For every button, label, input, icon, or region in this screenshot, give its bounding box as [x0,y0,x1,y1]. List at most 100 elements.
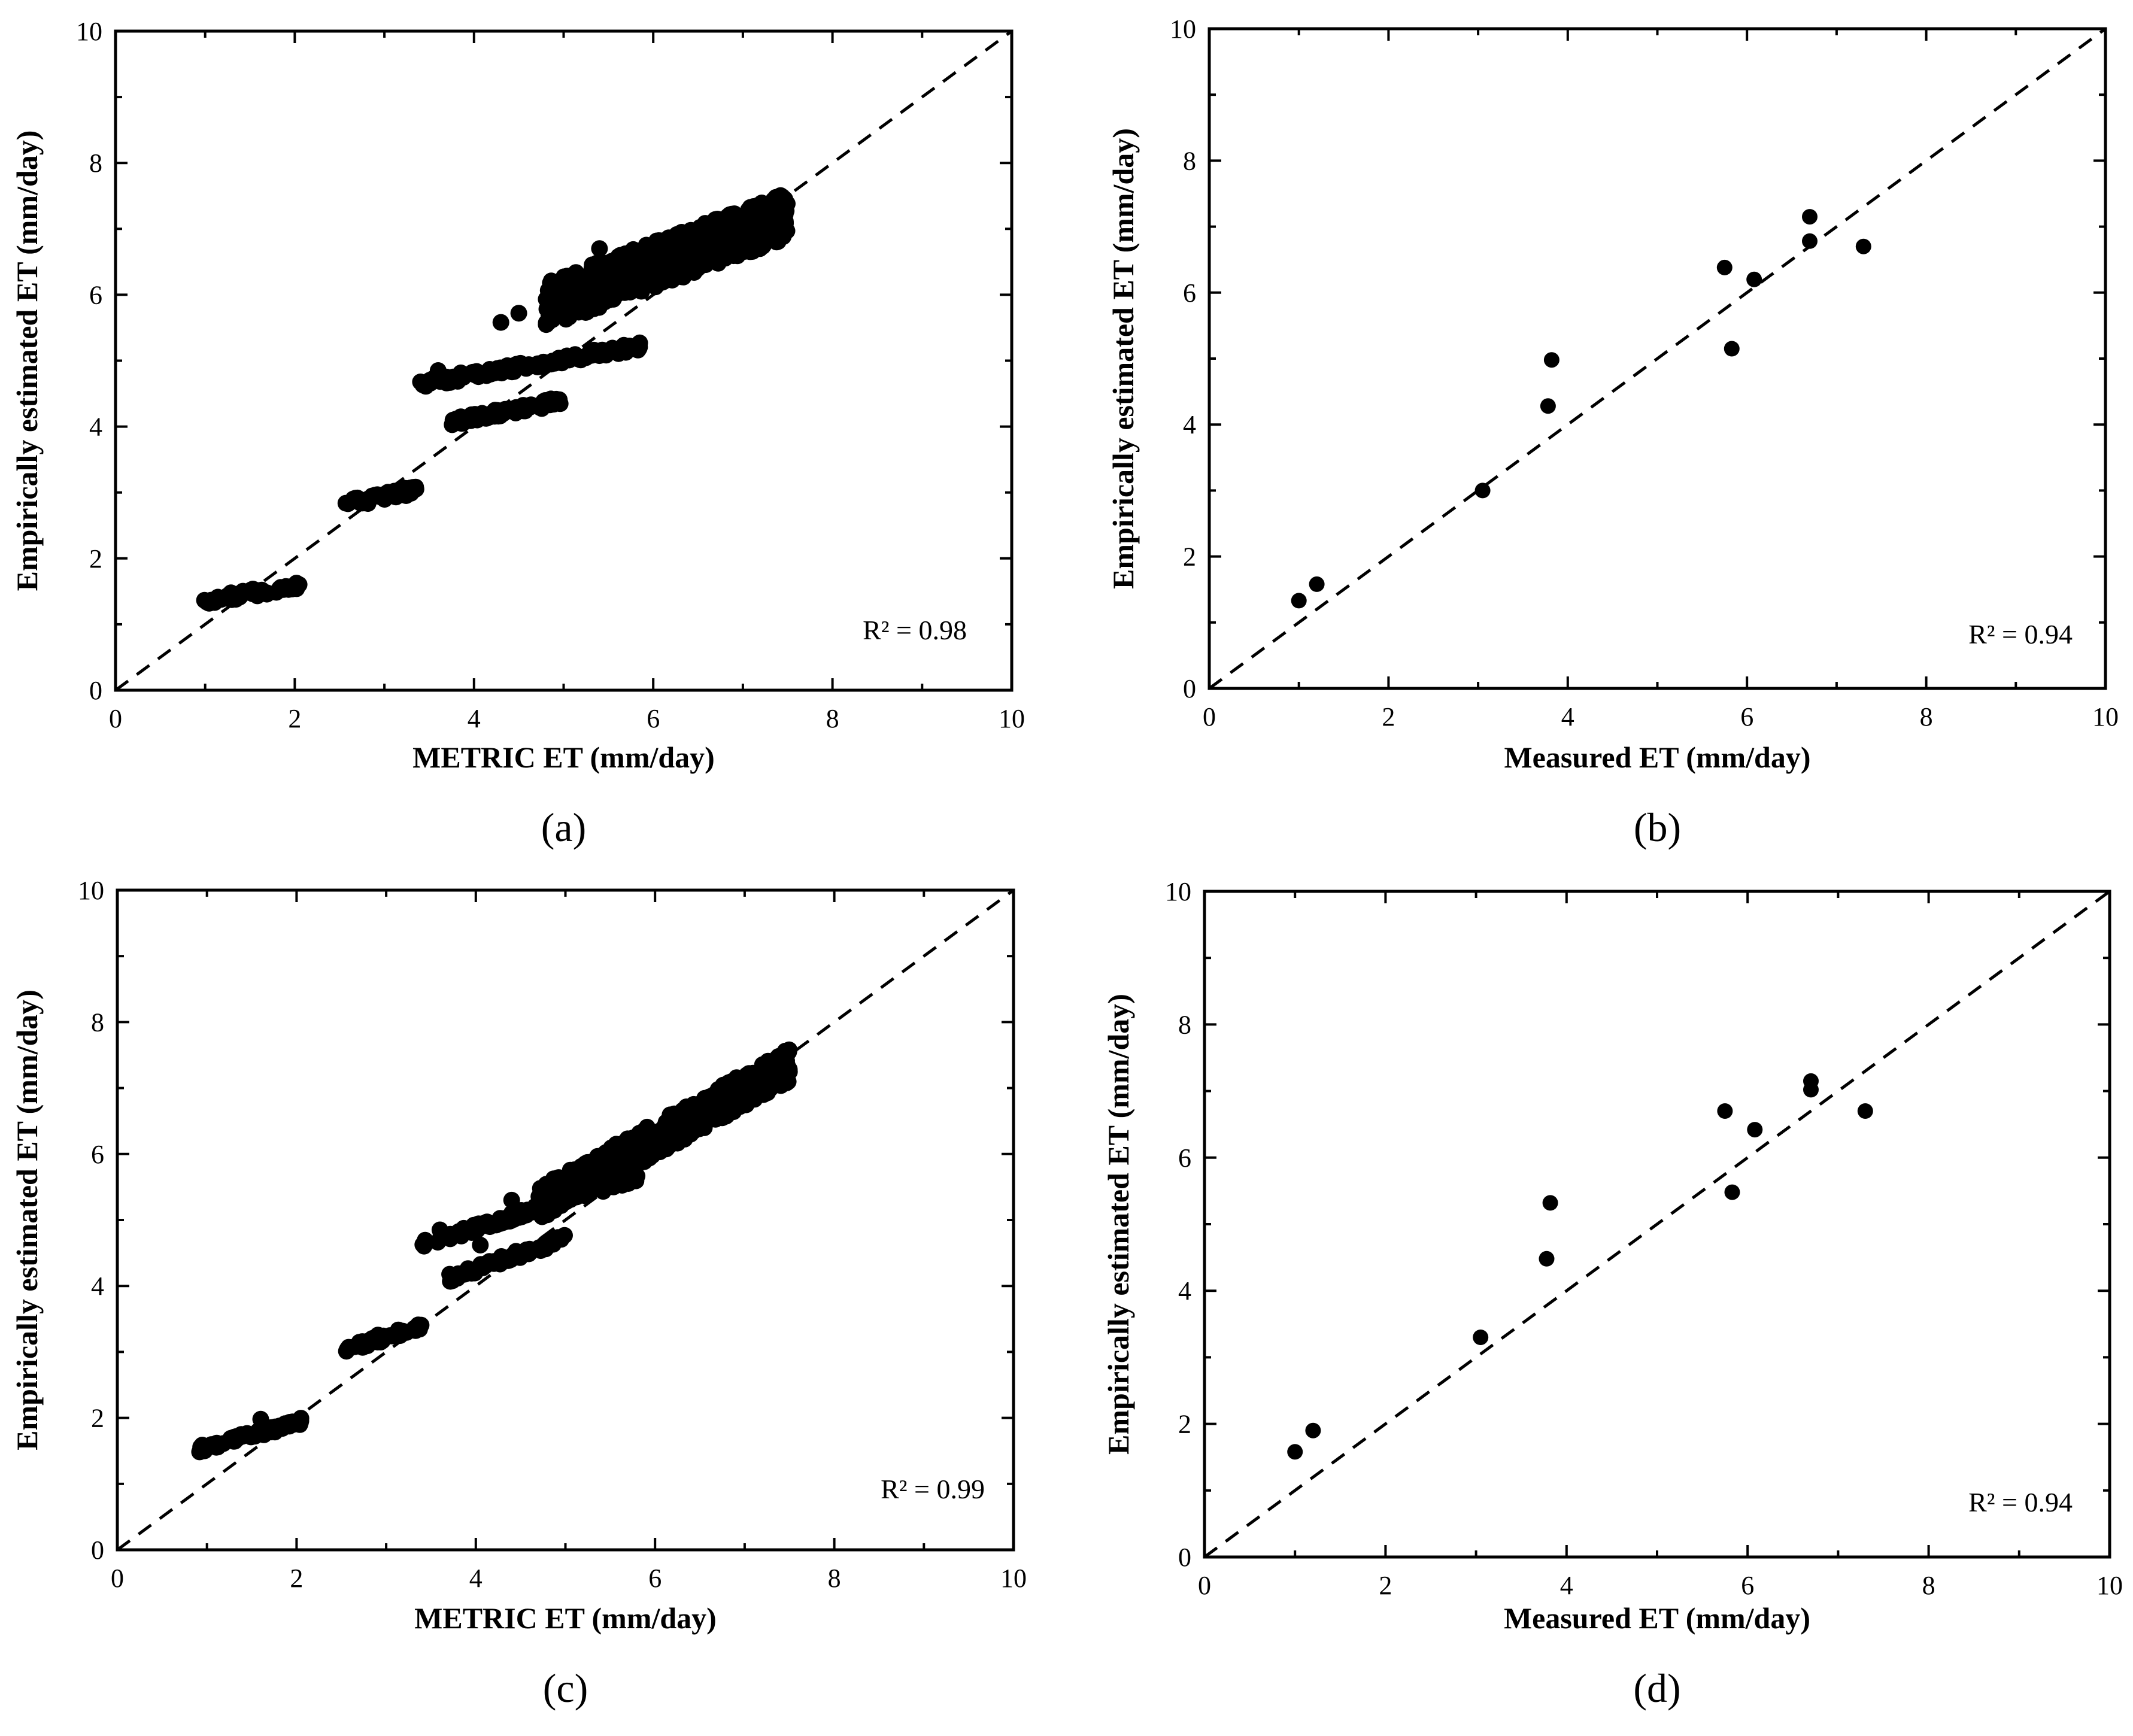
data-point [612,1164,629,1182]
data-point [1287,1444,1303,1460]
data-point [572,299,589,316]
data-point [1291,593,1307,609]
point-cluster-1 [191,1410,310,1461]
r-squared-label: R² = 0.94 [1968,619,2073,650]
data-point [226,1428,243,1446]
y-tick-label: 2 [91,1404,104,1433]
data-point [1540,398,1556,414]
point-cluster-5 [538,187,796,333]
data-point [648,248,665,265]
y-tick-label: 2 [1178,1410,1191,1439]
x-tick-label: 4 [1561,702,1574,732]
data-point [1543,352,1559,368]
x-tick-label: 10 [999,704,1025,733]
data-point [755,217,773,235]
one-to-one-line [1208,27,2107,690]
data-point [1724,1184,1740,1200]
chart-panel-c: 0 2 4 6 8 10 0 2 4 6 8 10 METRIC ET (mm/day) Empirica… [10,876,1027,1711]
x-tick-label: 4 [1560,1571,1573,1600]
x-tick-label: 6 [648,1564,662,1593]
data-point [431,1221,448,1239]
data-point [684,234,700,251]
data-point [664,1131,681,1149]
data-point [619,1130,636,1148]
data-point [595,293,612,311]
data-point [615,342,633,359]
y-tick-label: 10 [76,17,102,46]
data-point [1724,341,1740,357]
data-point [559,1178,576,1195]
data-point [644,1147,661,1164]
data-point [474,1217,491,1234]
data-point [1716,259,1733,275]
data-point [1746,271,1762,287]
x-axis-label: Measured ET (mm/day) [1504,740,1810,774]
chart-panel-a: 0 2 4 6 8 10 0 2 4 6 8 10 METRIC ET (mm/day) Empirica… [10,17,1025,850]
data-point [192,1443,209,1460]
y-tick-label: 4 [1178,1276,1191,1306]
data-point [266,1424,284,1441]
data-point [549,1194,566,1212]
x-tick-label: 2 [1382,702,1395,732]
data-point [406,1321,423,1339]
y-tick-label: 6 [1183,278,1196,308]
point-cluster-2 [337,478,424,512]
x-tick-label: 6 [1740,702,1753,732]
r-squared-label: R² = 0.94 [1968,1487,2073,1518]
x-tick-label: 4 [469,1564,483,1593]
x-tick-label: 0 [111,1564,124,1593]
x-axis-label: Measured ET (mm/day) [1504,1601,1810,1635]
data-point [445,1270,462,1287]
data-point [281,1414,298,1431]
y-tick-label: 0 [1183,674,1196,703]
panel-label: (c) [543,1665,588,1711]
data-point [252,1410,269,1428]
x-tick-label: 10 [2096,1571,2123,1600]
chart-panel-b: 0 2 4 6 8 10 0 2 4 6 8 10 Measured ET (mm/day) Empiri… [1106,14,2119,850]
data-point [450,1223,468,1240]
data-point [591,240,608,257]
y-tick-label: 8 [1178,1010,1191,1039]
data-point [610,267,627,284]
y-tick-label: 6 [89,280,102,309]
x-tick-label: 2 [288,704,301,733]
y-tick-label: 8 [1183,146,1196,175]
data-point [1855,238,1871,254]
data-point [505,1211,522,1228]
data-point [705,1086,723,1103]
data-point [518,1242,535,1259]
data-point [777,214,794,232]
data-point [758,1078,775,1095]
data-point [689,1113,706,1130]
y-tick-label: 0 [89,676,102,705]
data-point [755,236,772,253]
data-point [1717,1103,1733,1119]
data-point [500,1252,518,1269]
data-point [563,1164,581,1180]
y-tick-label: 4 [1183,410,1196,439]
data-point [1803,1082,1819,1098]
data-point [481,362,499,380]
data-point [656,263,673,280]
data-point [694,1096,712,1113]
data-point [538,396,555,413]
y-tick-label: 2 [1183,542,1196,572]
data-point [592,277,609,294]
data-point [363,487,381,505]
data-point [389,486,406,503]
data-point [369,1333,386,1350]
data-point [1802,209,1818,225]
data-point [1747,1122,1763,1138]
x-tick-label: 10 [1000,1564,1027,1593]
data-point [702,228,720,245]
x-tick-label: 8 [1920,702,1933,732]
data-point [407,481,424,498]
point-cluster-1 [196,575,308,612]
x-axis-label: METRIC ET (mm/day) [414,1601,717,1635]
data-point [530,1188,548,1205]
data-point [338,1343,355,1360]
data-point [614,249,632,266]
data-point [712,1105,729,1122]
data-point [503,1191,520,1209]
